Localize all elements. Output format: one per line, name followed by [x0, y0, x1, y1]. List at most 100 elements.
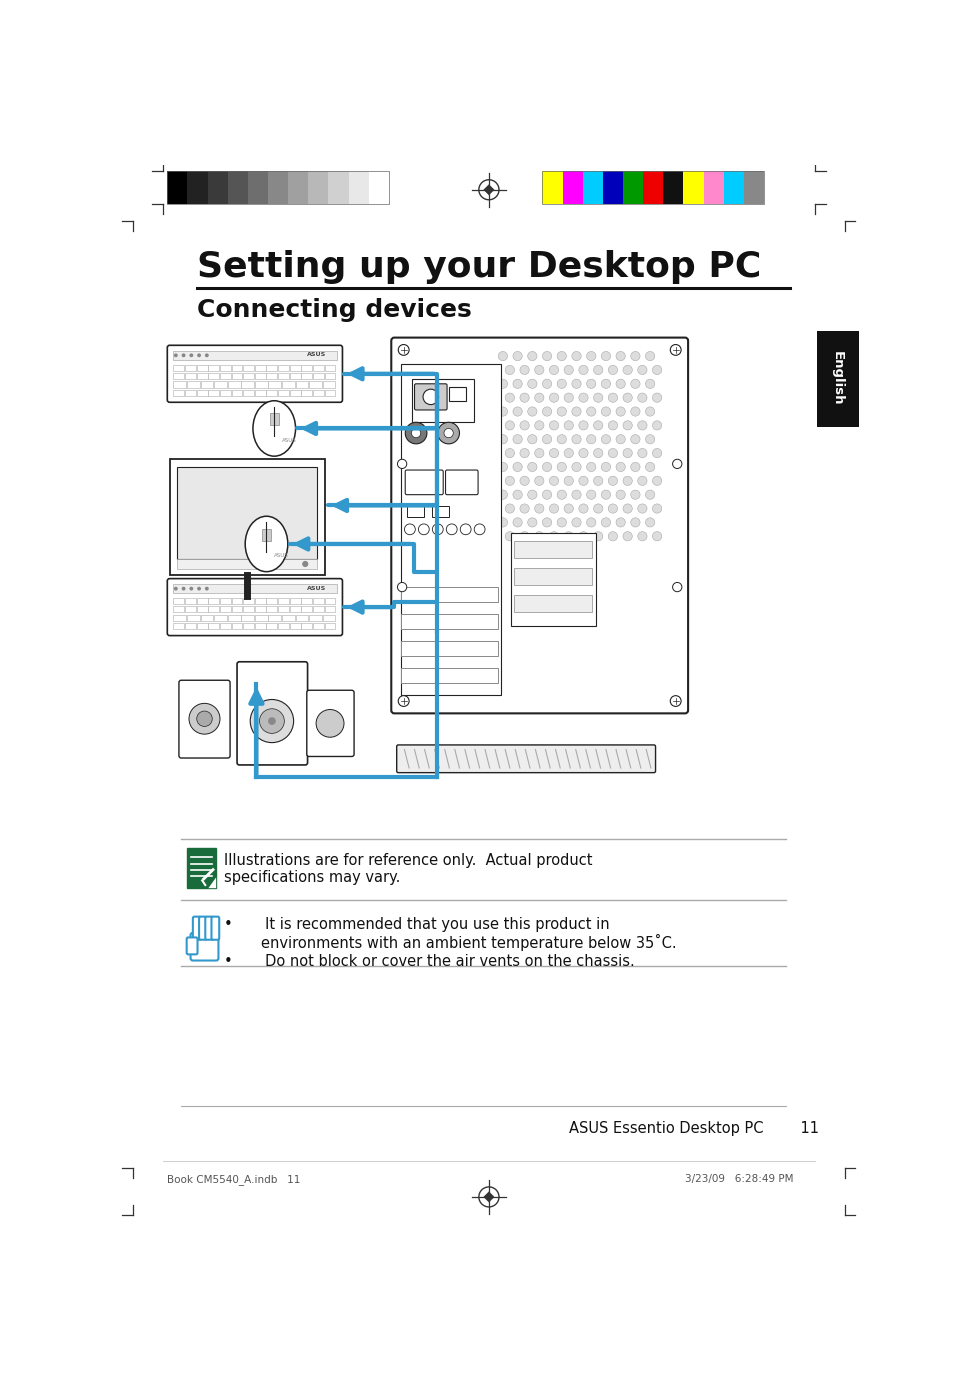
Bar: [200, 381, 213, 388]
Bar: [313, 597, 323, 604]
Circle shape: [173, 354, 177, 358]
Circle shape: [571, 517, 580, 527]
Circle shape: [586, 490, 596, 499]
Bar: [173, 381, 186, 388]
Circle shape: [505, 449, 514, 458]
Circle shape: [630, 517, 639, 527]
Circle shape: [637, 421, 646, 429]
Bar: [243, 373, 253, 380]
Bar: [220, 607, 231, 612]
Bar: [301, 365, 312, 370]
Circle shape: [497, 517, 507, 527]
Bar: [723, 171, 743, 204]
Bar: [167, 171, 389, 204]
Polygon shape: [483, 1192, 494, 1203]
Bar: [261, 528, 271, 541]
Circle shape: [652, 504, 661, 513]
Bar: [400, 641, 497, 656]
Circle shape: [513, 435, 521, 444]
Circle shape: [549, 449, 558, 458]
Circle shape: [404, 524, 415, 535]
Bar: [278, 373, 289, 380]
Bar: [449, 387, 466, 400]
Text: ASUS: ASUS: [282, 438, 296, 443]
Circle shape: [519, 394, 529, 402]
Bar: [278, 607, 289, 612]
Bar: [208, 597, 219, 604]
Bar: [187, 848, 216, 888]
Circle shape: [622, 449, 632, 458]
FancyBboxPatch shape: [236, 662, 307, 765]
Circle shape: [549, 504, 558, 513]
Bar: [243, 607, 253, 612]
Circle shape: [586, 351, 596, 361]
Bar: [232, 365, 242, 370]
Circle shape: [670, 696, 680, 706]
Text: ASUS: ASUS: [307, 352, 326, 358]
Bar: [703, 171, 723, 204]
Circle shape: [437, 422, 459, 444]
Circle shape: [630, 490, 639, 499]
Bar: [514, 568, 592, 585]
Bar: [232, 389, 242, 396]
Bar: [290, 389, 300, 396]
Circle shape: [571, 407, 580, 416]
Circle shape: [534, 531, 543, 541]
Bar: [200, 615, 213, 621]
Circle shape: [513, 517, 521, 527]
Bar: [173, 365, 184, 370]
Bar: [196, 607, 208, 612]
Circle shape: [616, 407, 624, 416]
Bar: [214, 381, 227, 388]
FancyBboxPatch shape: [391, 337, 687, 713]
Bar: [313, 365, 323, 370]
Bar: [266, 623, 277, 629]
Text: 3/23/09   6:28:49 PM: 3/23/09 6:28:49 PM: [684, 1174, 793, 1183]
Circle shape: [616, 351, 624, 361]
Circle shape: [397, 696, 409, 706]
Bar: [185, 597, 195, 604]
Circle shape: [189, 703, 220, 735]
Circle shape: [652, 476, 661, 486]
Circle shape: [608, 421, 617, 429]
Circle shape: [549, 476, 558, 486]
Circle shape: [608, 531, 617, 541]
Bar: [290, 373, 300, 380]
Bar: [301, 373, 312, 380]
Bar: [208, 373, 219, 380]
Circle shape: [513, 490, 521, 499]
Circle shape: [630, 462, 639, 472]
Bar: [542, 171, 562, 204]
Circle shape: [645, 380, 654, 388]
Bar: [308, 171, 328, 204]
Circle shape: [578, 531, 587, 541]
Bar: [248, 171, 268, 204]
Circle shape: [397, 582, 406, 592]
Circle shape: [557, 490, 566, 499]
Circle shape: [637, 449, 646, 458]
Bar: [313, 607, 323, 612]
Bar: [301, 607, 312, 612]
Bar: [243, 623, 253, 629]
Circle shape: [519, 449, 529, 458]
Text: Setting up your Desktop PC: Setting up your Desktop PC: [196, 250, 760, 283]
Circle shape: [519, 365, 529, 374]
Bar: [187, 615, 199, 621]
Circle shape: [250, 699, 294, 743]
Circle shape: [505, 421, 514, 429]
Bar: [241, 615, 253, 621]
Bar: [602, 171, 622, 204]
Bar: [328, 171, 348, 204]
Bar: [185, 607, 195, 612]
Circle shape: [527, 351, 537, 361]
Circle shape: [190, 586, 193, 590]
Text: •       It is recommended that you use this product in
        environments with: • It is recommended that you use this pr…: [224, 916, 676, 969]
Bar: [232, 373, 242, 380]
Circle shape: [542, 380, 551, 388]
Circle shape: [557, 435, 566, 444]
Circle shape: [557, 351, 566, 361]
Circle shape: [578, 365, 587, 374]
Circle shape: [557, 517, 566, 527]
Bar: [208, 389, 219, 396]
Circle shape: [600, 351, 610, 361]
